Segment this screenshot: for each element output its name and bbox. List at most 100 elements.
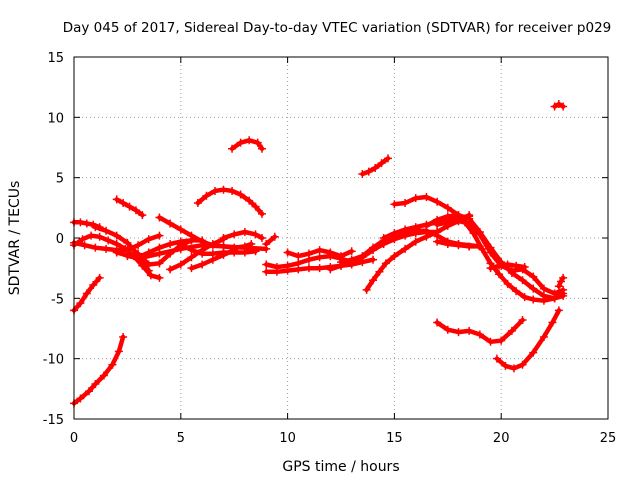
grid <box>74 57 608 419</box>
data-point <box>554 306 563 315</box>
data-point <box>550 294 559 303</box>
series-s2 <box>70 273 104 315</box>
data-point <box>326 265 335 274</box>
data-point <box>390 229 399 238</box>
series-line <box>494 308 562 371</box>
y-tick-label: -15 <box>43 413 64 428</box>
data-point <box>112 248 121 257</box>
data-point <box>251 247 260 256</box>
data-point <box>80 241 89 250</box>
x-tick-label: 20 <box>493 431 510 446</box>
data-point <box>91 380 100 389</box>
data-point <box>119 332 128 341</box>
data-point <box>554 282 563 291</box>
data-point <box>369 276 378 285</box>
data-point <box>119 199 128 208</box>
data-point <box>465 242 474 251</box>
series-s24 <box>358 154 392 179</box>
data-point <box>187 253 196 262</box>
data-point <box>465 326 474 335</box>
data-point <box>236 138 245 147</box>
series-line <box>157 215 254 250</box>
data-point <box>99 371 108 380</box>
series-s16 <box>219 227 266 242</box>
data-point <box>84 387 93 396</box>
data-point <box>369 255 378 264</box>
data-point <box>236 190 245 199</box>
data-point <box>219 185 228 194</box>
data-point <box>375 267 384 276</box>
data-point <box>87 231 96 240</box>
data-point <box>251 230 260 239</box>
x-axis-label: GPS time / hours <box>282 459 399 475</box>
data-point <box>422 221 431 230</box>
data-point <box>123 252 132 261</box>
series-line <box>263 234 278 247</box>
data-point <box>559 102 568 111</box>
data-point <box>245 136 254 145</box>
data-point <box>112 231 121 240</box>
data-point <box>401 244 410 253</box>
data-point <box>475 242 484 251</box>
data-point <box>112 195 121 204</box>
data-point <box>512 287 521 296</box>
data-point <box>460 218 469 227</box>
y-tick-label: -5 <box>51 292 64 307</box>
data-point <box>283 248 292 257</box>
data-point <box>554 100 563 109</box>
data-point <box>102 244 111 253</box>
data-point <box>240 248 249 257</box>
data-point <box>230 246 239 255</box>
data-point <box>411 223 420 232</box>
data-point <box>251 202 260 211</box>
data-point <box>454 328 463 337</box>
data-point <box>155 259 164 268</box>
data-point <box>219 234 228 242</box>
series-s17 <box>228 136 266 153</box>
data-point <box>559 289 568 298</box>
data-point <box>337 258 345 267</box>
data-point <box>315 246 324 255</box>
data-point <box>486 337 495 346</box>
data-point <box>198 249 207 258</box>
data-point <box>539 296 548 305</box>
data-point <box>146 271 155 280</box>
data-point <box>529 295 538 304</box>
data-point <box>262 260 271 269</box>
axis-ticks: 0 5 10 15 20 25 -15 -10 -5 0 5 10 15 <box>43 51 617 446</box>
data-point <box>208 240 217 249</box>
data-point <box>76 299 85 308</box>
series-s32 <box>433 237 484 251</box>
data-point <box>257 209 266 218</box>
data-point <box>144 248 153 257</box>
series-s25 <box>362 211 474 294</box>
series-s18 <box>262 232 279 249</box>
data-point <box>475 230 484 239</box>
data-point <box>454 217 463 226</box>
data-point <box>497 336 506 345</box>
data-point <box>495 270 504 279</box>
data-point <box>383 154 392 163</box>
data-point <box>411 194 420 203</box>
data-point <box>166 240 175 249</box>
data-point <box>304 264 313 273</box>
series-s35 <box>550 100 568 111</box>
x-tick-label: 15 <box>386 431 403 446</box>
data-point <box>228 144 237 153</box>
x-tick-label: 5 <box>177 431 185 446</box>
data-point <box>358 170 367 179</box>
series-line <box>364 212 472 293</box>
series-s31 <box>486 260 529 273</box>
data-point <box>91 243 100 252</box>
series-s1 <box>70 332 128 408</box>
data-point <box>198 260 207 269</box>
data-point <box>559 273 568 282</box>
x-tick-label: 10 <box>279 431 296 446</box>
data-point <box>390 252 399 261</box>
data-point <box>155 231 164 240</box>
data-point <box>411 237 420 246</box>
data-point <box>114 347 123 356</box>
data-point <box>202 191 211 200</box>
series-s7 <box>112 195 147 220</box>
data-point <box>422 192 431 201</box>
